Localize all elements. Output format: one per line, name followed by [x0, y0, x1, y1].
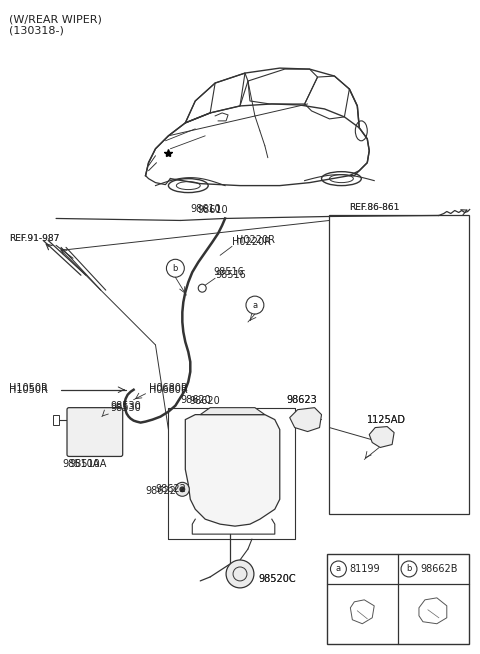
- Text: 98516: 98516: [213, 267, 244, 277]
- Text: H0680R: H0680R: [148, 385, 187, 395]
- Circle shape: [175, 483, 189, 496]
- Circle shape: [180, 487, 185, 492]
- Text: 98623: 98623: [286, 395, 317, 405]
- Text: b: b: [407, 564, 412, 574]
- Text: 98530: 98530: [111, 403, 142, 413]
- Text: a: a: [336, 564, 341, 574]
- Text: H0220R: H0220R: [232, 237, 271, 247]
- Circle shape: [226, 560, 254, 588]
- Text: 81199: 81199: [349, 564, 380, 574]
- Text: H1050R: H1050R: [9, 385, 48, 395]
- Text: 98662B: 98662B: [420, 564, 457, 574]
- Text: 98620: 98620: [190, 396, 221, 405]
- Bar: [329, 215, 468, 514]
- Text: 98530: 98530: [111, 401, 142, 411]
- Text: 98610: 98610: [190, 203, 220, 213]
- Polygon shape: [200, 407, 265, 415]
- Polygon shape: [369, 426, 394, 447]
- Text: 1125AD: 1125AD: [367, 415, 406, 424]
- Text: H0220R: H0220R: [236, 235, 275, 245]
- Text: 1125AD: 1125AD: [367, 415, 406, 424]
- Text: REF.86-861: REF.86-861: [349, 203, 400, 212]
- Text: 98510A: 98510A: [69, 459, 107, 470]
- Text: REF.91-987: REF.91-987: [9, 234, 60, 243]
- Text: b: b: [173, 264, 178, 273]
- Text: a: a: [252, 301, 257, 309]
- Text: 98516: 98516: [215, 270, 246, 280]
- Text: (W/REAR WIPER): (W/REAR WIPER): [9, 14, 102, 24]
- Text: 98622: 98622: [145, 487, 177, 496]
- Text: REF.86-861: REF.86-861: [349, 203, 400, 212]
- Text: 98520C: 98520C: [258, 574, 296, 584]
- FancyBboxPatch shape: [67, 407, 123, 456]
- Text: 98620: 98620: [180, 395, 211, 405]
- Text: 98520C: 98520C: [258, 574, 296, 584]
- Bar: [327, 554, 468, 644]
- Text: H0680R: H0680R: [148, 383, 187, 393]
- Text: 98610: 98610: [198, 205, 228, 216]
- Text: 98510A: 98510A: [62, 459, 100, 470]
- Polygon shape: [185, 415, 280, 526]
- Text: H1050R: H1050R: [9, 383, 48, 393]
- Text: REF.91-987: REF.91-987: [9, 234, 60, 243]
- Text: (130318-): (130318-): [9, 26, 64, 35]
- Polygon shape: [290, 407, 322, 432]
- Text: 98623: 98623: [286, 395, 317, 405]
- Text: 98622: 98622: [156, 485, 186, 494]
- Bar: [53, 415, 59, 424]
